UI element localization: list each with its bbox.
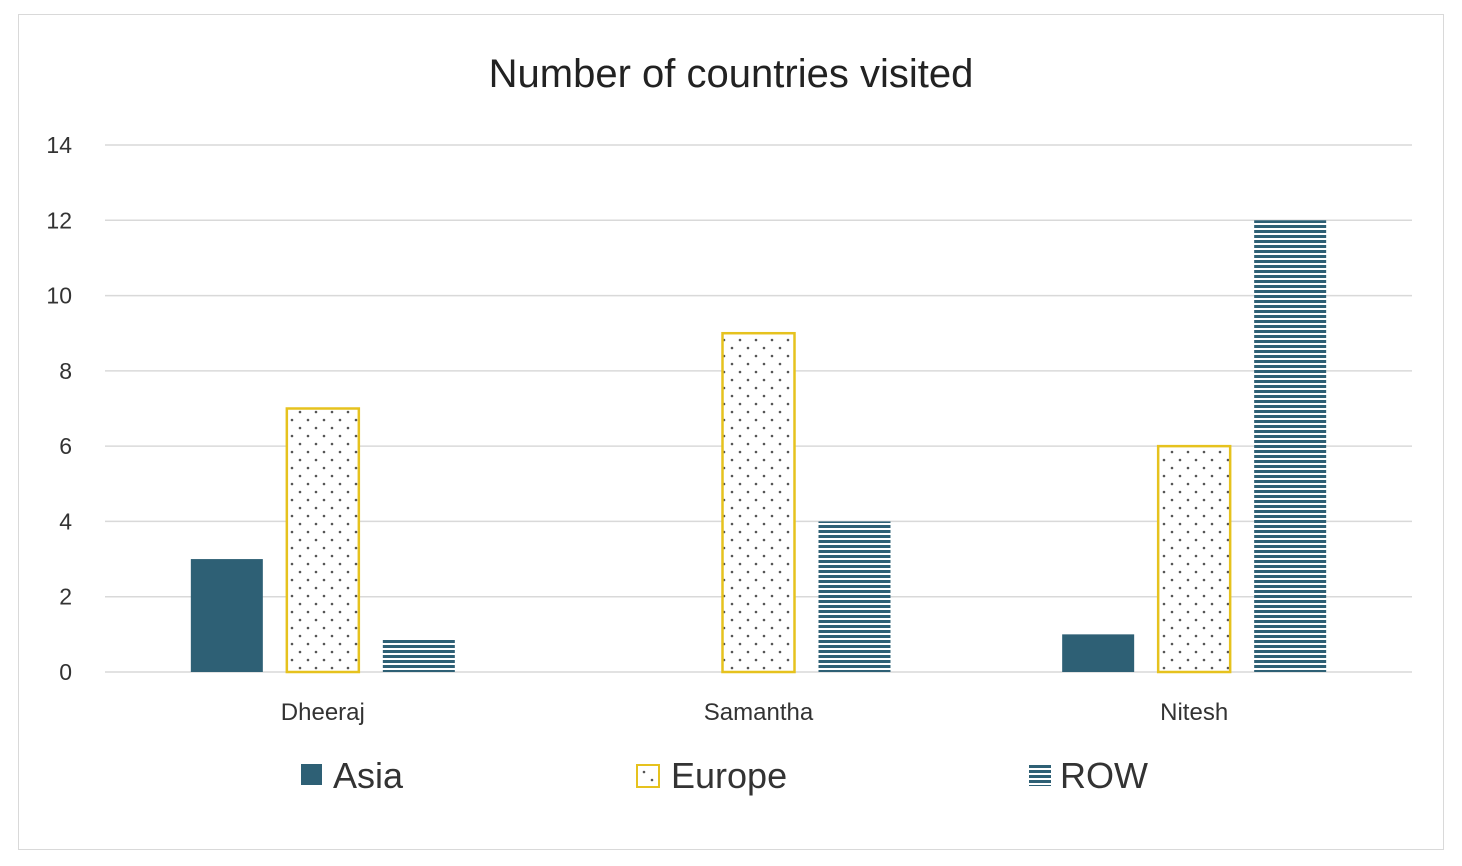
y-tick-label: 14: [46, 132, 72, 158]
legend-label-europe: Europe: [671, 755, 787, 796]
legend-swatch-europe: [636, 764, 660, 788]
bar-asia-dheeraj: [190, 559, 263, 672]
legend-label-asia: Asia: [333, 755, 404, 796]
y-axis-ticks: 0 2 4 6 8 10 12 14: [46, 132, 72, 685]
bar-europe-dheeraj: [285, 407, 361, 674]
legend: Asia Europe ROW: [301, 755, 1148, 796]
legend-swatch-row: [1029, 764, 1051, 786]
y-tick-label: 0: [59, 659, 72, 685]
y-tick-label: 10: [46, 283, 72, 309]
bar-row-nitesh: [1254, 220, 1327, 673]
y-tick-label: 6: [59, 433, 72, 459]
x-axis-categories: Dheeraj Samantha Nitesh: [281, 699, 1228, 726]
bar-europe-nitesh: [1156, 444, 1232, 674]
y-tick-label: 2: [59, 584, 72, 610]
bar-asia-nitesh: [1062, 634, 1135, 672]
bars: [190, 220, 1327, 674]
legend-swatch-asia: [301, 764, 322, 785]
category-label-dheeraj: Dheeraj: [281, 699, 365, 726]
bar-row-samantha: [818, 521, 891, 672]
category-label-samantha: Samantha: [704, 699, 814, 726]
legend-label-row: ROW: [1060, 755, 1148, 796]
y-tick-label: 12: [46, 207, 72, 233]
y-tick-label: 4: [59, 508, 72, 534]
bar-europe-samantha: [721, 331, 796, 674]
bar-row-dheeraj: [382, 638, 455, 672]
category-label-nitesh: Nitesh: [1160, 699, 1228, 726]
chart-title: Number of countries visited: [489, 52, 974, 96]
y-tick-label: 8: [59, 358, 72, 384]
